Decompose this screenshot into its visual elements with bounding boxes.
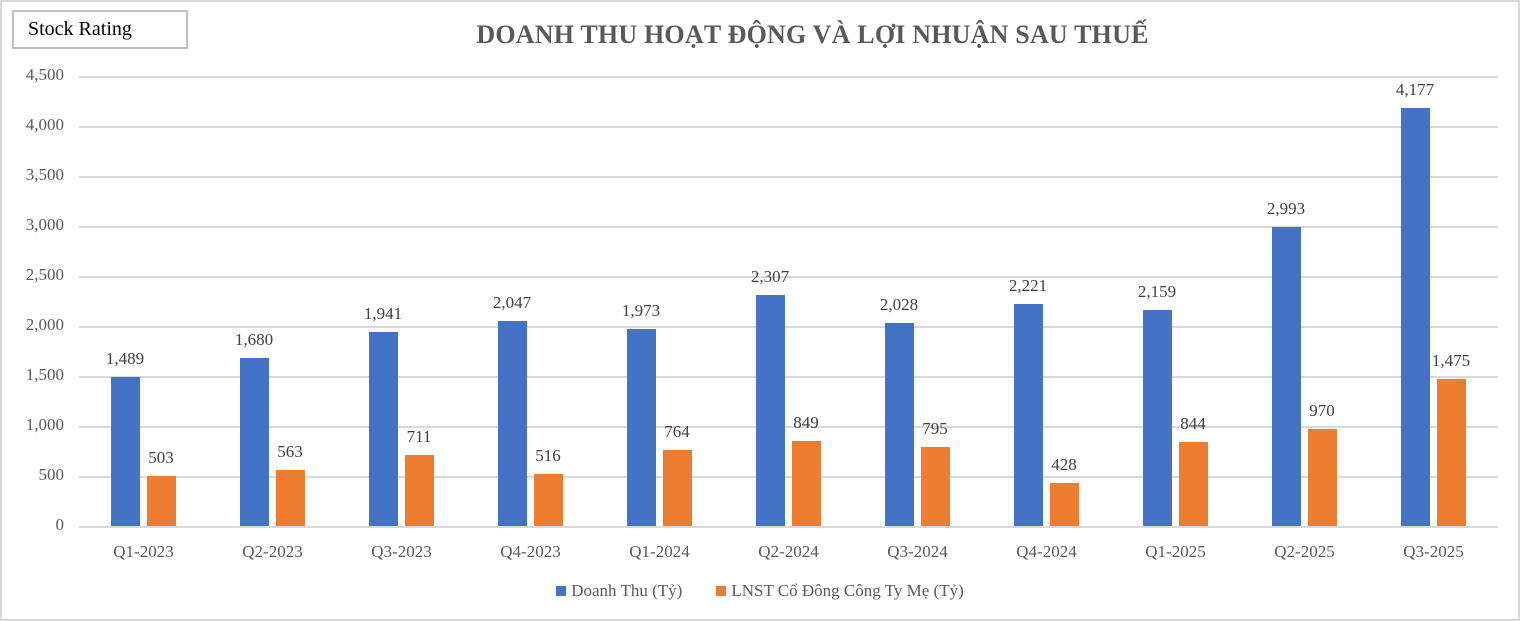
gridline — [79, 326, 1498, 328]
chart-legend: Doanh Thu (Tỷ) LNST Cổ Đông Công Ty Mẹ (… — [2, 581, 1518, 601]
gridline — [79, 226, 1498, 228]
x-tick-label: Q3-2024 — [887, 542, 948, 561]
data-label: 2,307 — [750, 267, 790, 287]
data-label: 1,941 — [363, 303, 403, 323]
data-label: 2,221 — [1008, 275, 1048, 295]
x-tick-label: Q1-2023 — [113, 542, 174, 561]
legend-label-revenue: Doanh Thu (Tỷ) — [571, 581, 683, 600]
gridline — [79, 276, 1498, 278]
gridline — [79, 476, 1498, 478]
data-label: 1,680 — [234, 330, 274, 349]
chart-title: DOANH THU HOẠT ĐỘNG VÀ LỢI NHUẬN SAU THU… — [476, 20, 1149, 49]
y-tick-label: 1,000 — [25, 415, 64, 434]
data-label: 795 — [922, 418, 948, 438]
data-label: 2,047 — [492, 293, 532, 313]
stock-rating-label: Stock Rating — [28, 18, 132, 40]
y-tick-label: 2,000 — [25, 315, 64, 334]
data-label: 516 — [535, 446, 561, 466]
bar-revenue — [239, 358, 269, 526]
bar-profit — [404, 454, 434, 526]
bar-revenue — [1142, 310, 1172, 526]
x-tick-label: Q1-2024 — [629, 542, 690, 561]
bar-profit — [1307, 429, 1337, 526]
data-label: 1,475 — [1431, 350, 1471, 370]
data-label: 2,028 — [879, 295, 919, 315]
legend-swatch-profit-icon — [716, 586, 727, 596]
gridline — [79, 126, 1498, 128]
x-tick-label: Q2-2024 — [758, 542, 819, 561]
bar-profit — [920, 446, 950, 526]
y-tick-label: 2,500 — [25, 265, 64, 284]
gridline — [79, 176, 1498, 178]
data-label: 2,993 — [1266, 198, 1306, 218]
bar-revenue — [1271, 226, 1301, 526]
data-label: 428 — [1051, 455, 1077, 475]
data-label: 849 — [793, 413, 819, 433]
bar-revenue — [755, 295, 785, 526]
data-label: 563 — [277, 441, 303, 461]
bar-profit — [662, 449, 692, 526]
x-tick-label: Q2-2023 — [242, 542, 303, 561]
y-tick-label: 4,500 — [25, 65, 64, 84]
data-label: 2,159 — [1137, 282, 1177, 302]
gridline — [79, 76, 1498, 78]
y-tick-label: 3,000 — [25, 215, 64, 234]
gridline — [79, 426, 1498, 428]
stock-rating-badge: Stock Rating — [12, 10, 188, 49]
bar-profit — [1178, 441, 1208, 526]
y-tick-label: 4,000 — [25, 115, 64, 134]
data-label: 970 — [1309, 401, 1335, 420]
data-label: 764 — [664, 421, 690, 441]
x-tick-label: Q4-2024 — [1016, 542, 1077, 561]
y-tick-label: 3,500 — [25, 165, 64, 184]
bar-profit — [1436, 378, 1466, 526]
bar-profit — [275, 469, 305, 526]
y-tick-label: 1,500 — [25, 365, 64, 384]
bar-profit — [533, 474, 563, 526]
bar-revenue — [884, 323, 914, 526]
data-label: 4,177 — [1395, 80, 1435, 100]
bar-revenue — [1400, 108, 1430, 526]
data-label: 844 — [1180, 413, 1206, 433]
legend-swatch-revenue-icon — [556, 586, 567, 596]
legend-item-revenue: Doanh Thu (Tỷ) — [556, 581, 682, 601]
bar-revenue — [368, 331, 398, 526]
legend-label-profit: LNST Cổ Đông Công Ty Mẹ (Tỷ) — [731, 581, 964, 600]
bar-profit — [146, 475, 176, 526]
bar-profit — [1049, 483, 1079, 526]
data-label: 503 — [148, 447, 174, 467]
y-tick-label: 500 — [38, 465, 65, 484]
legend-item-profit: LNST Cổ Đông Công Ty Mẹ (Tỷ) — [716, 581, 964, 601]
x-tick-label: Q3-2025 — [1403, 542, 1464, 561]
bar-revenue — [497, 321, 527, 526]
data-label: 1,489 — [105, 349, 145, 369]
gridline — [79, 526, 1498, 528]
data-label: 711 — [406, 426, 432, 446]
x-tick-label: Q2-2025 — [1274, 542, 1335, 561]
bar-revenue — [1013, 303, 1043, 526]
x-tick-label: Q4-2023 — [500, 542, 561, 561]
x-tick-label: Q1-2025 — [1145, 542, 1206, 561]
bar-revenue — [110, 377, 140, 526]
y-tick-label: 0 — [55, 515, 65, 534]
data-label: 1,973 — [621, 300, 661, 320]
gridline — [79, 376, 1498, 378]
bar-revenue — [626, 328, 656, 526]
x-tick-label: Q3-2023 — [371, 542, 432, 561]
bar-profit — [791, 441, 821, 526]
